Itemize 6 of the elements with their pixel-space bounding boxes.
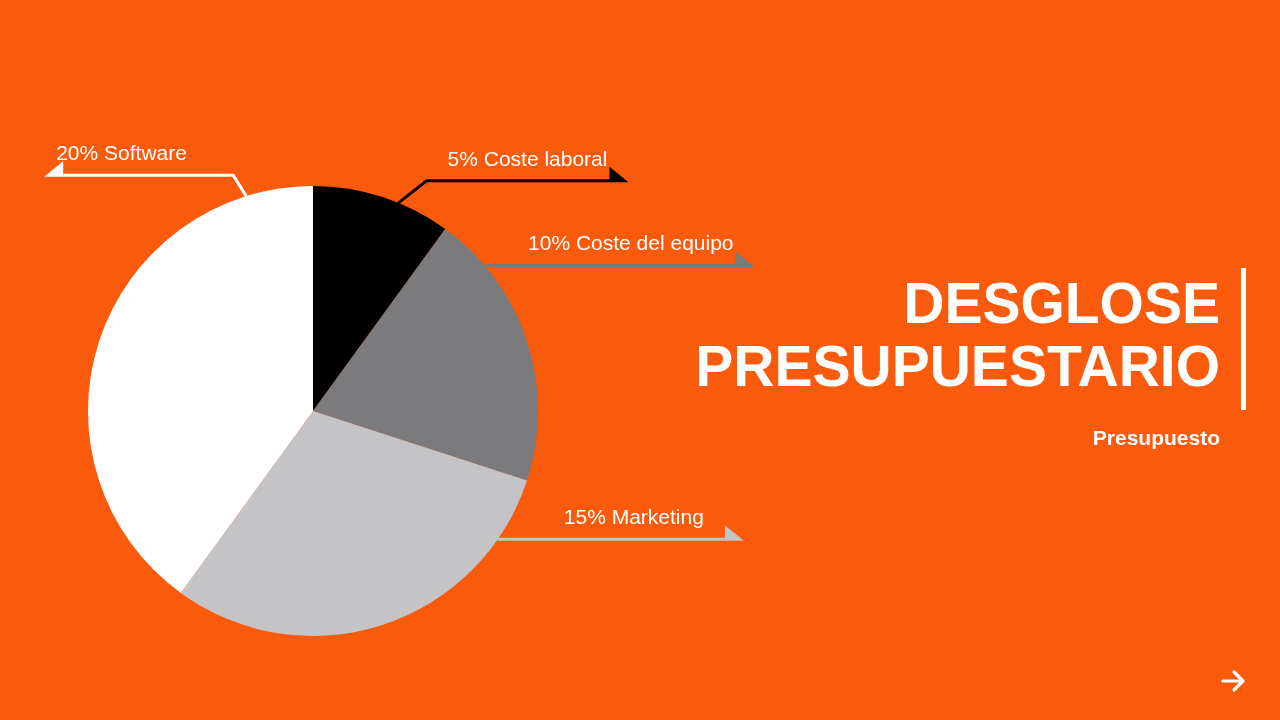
- text: DESGLOSE PRESUPUESTARIO: [694, 271, 1220, 398]
- text: Presupuesto: [1092, 426, 1220, 450]
- slice-label: 20% Software: [56, 141, 187, 165]
- slice-label: 5% Coste laboral: [447, 146, 608, 170]
- slice-label: 10% Coste del equipo: [528, 231, 734, 255]
- slice-label: 15% Marketing: [563, 505, 704, 529]
